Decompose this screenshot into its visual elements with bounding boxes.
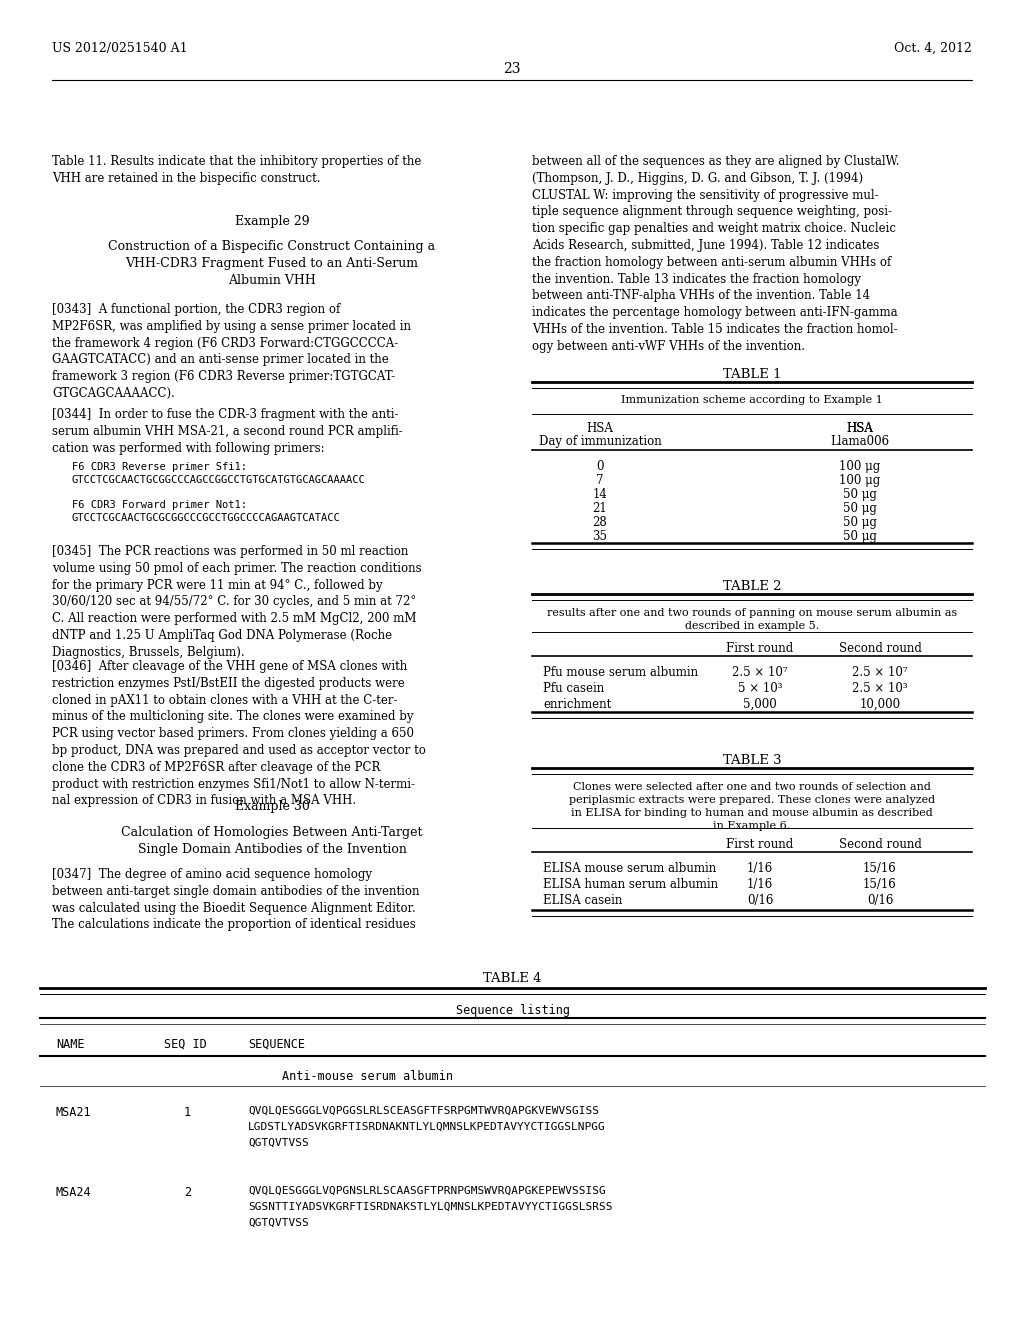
Text: 0/16: 0/16 [866,894,893,907]
Text: between all of the sequences as they are aligned by ClustalW.
(Thompson, J. D., : between all of the sequences as they are… [532,154,899,352]
Text: 5 × 10³: 5 × 10³ [737,682,782,696]
Text: ELISA casein: ELISA casein [543,894,623,907]
Text: 1/16: 1/16 [746,862,773,875]
Text: SEQUENCE: SEQUENCE [248,1038,305,1051]
Text: 1/16: 1/16 [746,878,773,891]
Text: 2.5 × 10⁷: 2.5 × 10⁷ [852,667,908,678]
Text: results after one and two rounds of panning on mouse serum albumin as
described : results after one and two rounds of pann… [547,609,957,631]
Text: First round: First round [726,642,794,655]
Text: Immunization scheme according to Example 1: Immunization scheme according to Example… [622,395,883,405]
Text: TABLE 1: TABLE 1 [723,368,781,381]
Text: Second round: Second round [839,838,922,851]
Text: QVQLQESGGGLVQPGNSLRLSCAASGFTPRNPGMSWVRQAPGKEPEWVSSISG: QVQLQESGGGLVQPGNSLRLSCAASGFTPRNPGMSWVRQA… [248,1185,606,1196]
Text: 15/16: 15/16 [863,878,897,891]
Text: TABLE 4: TABLE 4 [483,972,542,985]
Text: 5,000: 5,000 [743,698,777,711]
Text: QGTQVTVSS: QGTQVTVSS [248,1218,309,1228]
Text: QVQLQESGGGLVQPGGSLRLSCEASGFTFSRPGMTWVRQAPGKVEWVSGISS: QVQLQESGGGLVQPGGSLRLSCEASGFTFSRPGMTWVRQA… [248,1106,599,1115]
Text: 100 μg: 100 μg [840,474,881,487]
Text: 50 μg: 50 μg [843,531,877,543]
Text: ELISA human serum albumin: ELISA human serum albumin [543,878,718,891]
Text: 15/16: 15/16 [863,862,897,875]
Text: NAME: NAME [56,1038,85,1051]
Text: Sequence listing: Sequence listing [456,1005,569,1016]
Text: MSA24: MSA24 [56,1185,91,1199]
Text: Example 29: Example 29 [234,215,309,228]
Text: 10,000: 10,000 [859,698,900,711]
Text: 35: 35 [593,531,607,543]
Text: 2.5 × 10⁷: 2.5 × 10⁷ [732,667,787,678]
Text: 0/16: 0/16 [746,894,773,907]
Text: Oct. 4, 2012: Oct. 4, 2012 [894,42,972,55]
Text: LGDSTLYADSVKGRFTISRDNAKNTLYLQMNSLKPEDTAVYYCTIGGSLNPGG: LGDSTLYADSVKGRFTISRDNAKNTLYLQMNSLKPEDTAV… [248,1122,606,1133]
Text: F6 CDR3 Reverse primer Sfi1:
GTCCTCGCAACTGCGGCCCAGCCGGCCTGTGCATGTGCAGCAAAACC: F6 CDR3 Reverse primer Sfi1: GTCCTCGCAAC… [72,462,366,484]
Text: F6 CDR3 Forward primer Not1:
GTCCTCGCAACTGCGCGGCCCGCCTGGCCCCAGAAGTCATACC: F6 CDR3 Forward primer Not1: GTCCTCGCAAC… [72,500,341,523]
Text: TABLE 2: TABLE 2 [723,579,781,593]
Text: QGTQVTVSS: QGTQVTVSS [248,1138,309,1148]
Text: Table 11. Results indicate that the inhibitory properties of the
VHH are retaine: Table 11. Results indicate that the inhi… [52,154,421,185]
Text: HSA: HSA [587,422,613,436]
Text: [0345]  The PCR reactions was performed in 50 ml reaction
volume using 50 pmol o: [0345] The PCR reactions was performed i… [52,545,422,659]
Text: SGSNTTIYADSVKGRFTISRDNAKSTLYLQMNSLKPEDTAVYYCTIGGSLSRSS: SGSNTTIYADSVKGRFTISRDNAKSTLYLQMNSLKPEDTA… [248,1203,612,1212]
Text: Calculation of Homologies Between Anti-Target
Single Domain Antibodies of the In: Calculation of Homologies Between Anti-T… [121,826,423,855]
Text: 2: 2 [184,1185,191,1199]
Text: 50 μg: 50 μg [843,488,877,502]
Text: Construction of a Bispecific Construct Containing a
VHH-CDR3 Fragment Fused to a: Construction of a Bispecific Construct C… [109,240,435,286]
Text: Example 30: Example 30 [234,800,309,813]
Text: [0343]  A functional portion, the CDR3 region of
MP2F6SR, was amplified by using: [0343] A functional portion, the CDR3 re… [52,304,411,400]
Text: Pfu casein: Pfu casein [543,682,604,696]
Text: First round: First round [726,838,794,851]
Text: HSA: HSA [847,422,873,436]
Text: [0347]  The degree of amino acid sequence homology
between anti-target single do: [0347] The degree of amino acid sequence… [52,869,420,932]
Text: 7: 7 [596,474,604,487]
Text: 21: 21 [593,502,607,515]
Text: Clones were selected after one and two rounds of selection and
periplasmic extra: Clones were selected after one and two r… [569,781,935,832]
Text: 50 μg: 50 μg [843,516,877,529]
Text: enrichment: enrichment [543,698,611,711]
Text: [0344]  In order to fuse the CDR-3 fragment with the anti-
serum albumin VHH MSA: [0344] In order to fuse the CDR-3 fragme… [52,408,402,454]
Text: TABLE 3: TABLE 3 [723,754,781,767]
Text: MSA21: MSA21 [56,1106,91,1119]
Text: US 2012/0251540 A1: US 2012/0251540 A1 [52,42,187,55]
Text: Llama006: Llama006 [830,436,890,447]
Text: 2.5 × 10³: 2.5 × 10³ [852,682,908,696]
Text: 100 μg: 100 μg [840,459,881,473]
Text: Pfu mouse serum albumin: Pfu mouse serum albumin [543,667,698,678]
Text: 50 μg: 50 μg [843,502,877,515]
Text: Anti-mouse serum albumin: Anti-mouse serum albumin [283,1071,454,1082]
Text: 14: 14 [593,488,607,502]
Text: 1: 1 [184,1106,191,1119]
Text: Day of immunization: Day of immunization [539,436,662,447]
Text: [0346]  After cleavage of the VHH gene of MSA clones with
restriction enzymes Ps: [0346] After cleavage of the VHH gene of… [52,660,426,808]
Text: 23: 23 [503,62,521,77]
Text: SEQ ID: SEQ ID [164,1038,207,1051]
Text: 0: 0 [596,459,604,473]
Text: ELISA mouse serum albumin: ELISA mouse serum albumin [543,862,716,875]
Text: 28: 28 [593,516,607,529]
Text: Second round: Second round [839,642,922,655]
Text: HSA: HSA [847,422,873,436]
